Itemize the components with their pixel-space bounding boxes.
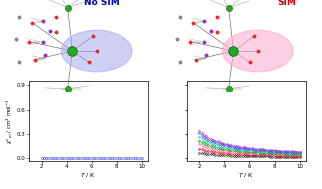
X-axis label: $T$ / K: $T$ / K — [80, 170, 97, 179]
X-axis label: $T$ / K: $T$ / K — [238, 170, 254, 179]
Circle shape — [222, 30, 293, 72]
Text: SIM: SIM — [277, 0, 296, 7]
Text: No SIM: No SIM — [84, 0, 119, 7]
Circle shape — [61, 30, 132, 72]
Y-axis label: $\chi''_m$ / cm$^3$ mol$^{-1}$: $\chi''_m$ / cm$^3$ mol$^{-1}$ — [5, 98, 15, 144]
